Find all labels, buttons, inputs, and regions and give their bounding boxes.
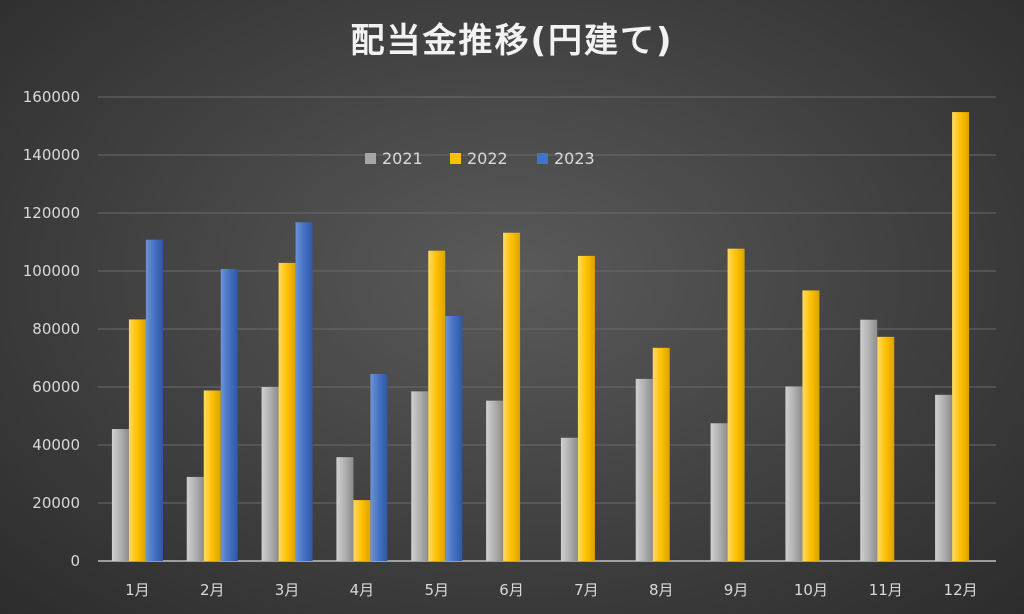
bar-2022-7 bbox=[577, 255, 595, 562]
y-tick-label: 100000 bbox=[23, 262, 80, 280]
bar-2022-11 bbox=[877, 336, 895, 561]
bar-2023-2 bbox=[220, 268, 238, 561]
y-tick-label: 140000 bbox=[23, 146, 80, 164]
bar-2022-10 bbox=[802, 290, 820, 561]
x-tick-label: 3月 bbox=[275, 581, 300, 599]
bar-2021-9 bbox=[710, 423, 728, 561]
bar-2023-1 bbox=[145, 239, 163, 561]
y-tick-label: 20000 bbox=[32, 494, 80, 512]
bar-2021-4 bbox=[336, 457, 354, 561]
x-tick-label: 11月 bbox=[869, 581, 903, 599]
bar-2021-3 bbox=[261, 387, 279, 561]
legend-swatch-2022 bbox=[450, 153, 461, 164]
bar-2022-9 bbox=[727, 248, 745, 562]
legend-label-2021: 2021 bbox=[382, 149, 423, 168]
y-tick-label: 40000 bbox=[32, 436, 80, 454]
bar-2021-11 bbox=[860, 319, 878, 561]
chart-title: 配当金推移(円建て) bbox=[350, 21, 673, 61]
bar-2023-3 bbox=[295, 222, 313, 561]
y-tick-label: 60000 bbox=[32, 378, 80, 396]
y-axis: 0 20000 40000 60000 80000 100000 120000 140000 1… bbox=[23, 88, 80, 570]
bar-2022-4 bbox=[353, 500, 371, 561]
bar-2023-5 bbox=[445, 315, 463, 561]
x-tick-label: 2月 bbox=[200, 581, 225, 599]
bar-2021-7 bbox=[560, 437, 578, 561]
bar-2021-12 bbox=[935, 394, 953, 561]
bar-2021-6 bbox=[486, 400, 504, 561]
x-tick-label: 12月 bbox=[944, 581, 978, 599]
y-tick-label: 160000 bbox=[23, 88, 80, 106]
legend-swatch-2023 bbox=[537, 153, 548, 164]
bar-2021-2 bbox=[186, 476, 204, 561]
x-tick-label: 4月 bbox=[350, 581, 375, 599]
x-tick-label: 6月 bbox=[499, 581, 524, 599]
x-tick-label: 10月 bbox=[794, 581, 828, 599]
bar-2022-2 bbox=[203, 390, 221, 561]
y-tick-label: 0 bbox=[70, 552, 80, 570]
legend: 2021 2022 2023 bbox=[365, 149, 595, 168]
bar-2022-12 bbox=[952, 112, 970, 561]
bar-2022-1 bbox=[128, 319, 146, 561]
bar-2022-8 bbox=[652, 347, 670, 561]
legend-swatch-2021 bbox=[365, 153, 376, 164]
x-axis: 1月 2月 3月 4月 5月 6月 7月 8月 9月 10月 11月 12月 bbox=[125, 581, 977, 599]
bar-2023-4 bbox=[370, 373, 388, 561]
bar-2021-1 bbox=[111, 429, 129, 561]
bar-2022-5 bbox=[428, 250, 446, 561]
bar-2021-8 bbox=[635, 378, 653, 561]
x-tick-label: 8月 bbox=[649, 581, 674, 599]
x-tick-label: 5月 bbox=[424, 581, 449, 599]
legend-label-2022: 2022 bbox=[467, 149, 508, 168]
y-tick-label: 120000 bbox=[23, 204, 80, 222]
bar-2022-6 bbox=[503, 232, 521, 561]
legend-label-2023: 2023 bbox=[554, 149, 595, 168]
bar-2021-10 bbox=[785, 386, 803, 561]
x-tick-label: 7月 bbox=[574, 581, 599, 599]
bar-2022-3 bbox=[278, 262, 296, 561]
bars bbox=[111, 112, 970, 562]
y-tick-label: 80000 bbox=[32, 320, 80, 338]
gridlines bbox=[98, 96, 996, 562]
bar-2021-5 bbox=[411, 391, 429, 561]
x-tick-label: 9月 bbox=[724, 581, 749, 599]
x-tick-label: 1月 bbox=[125, 581, 150, 599]
